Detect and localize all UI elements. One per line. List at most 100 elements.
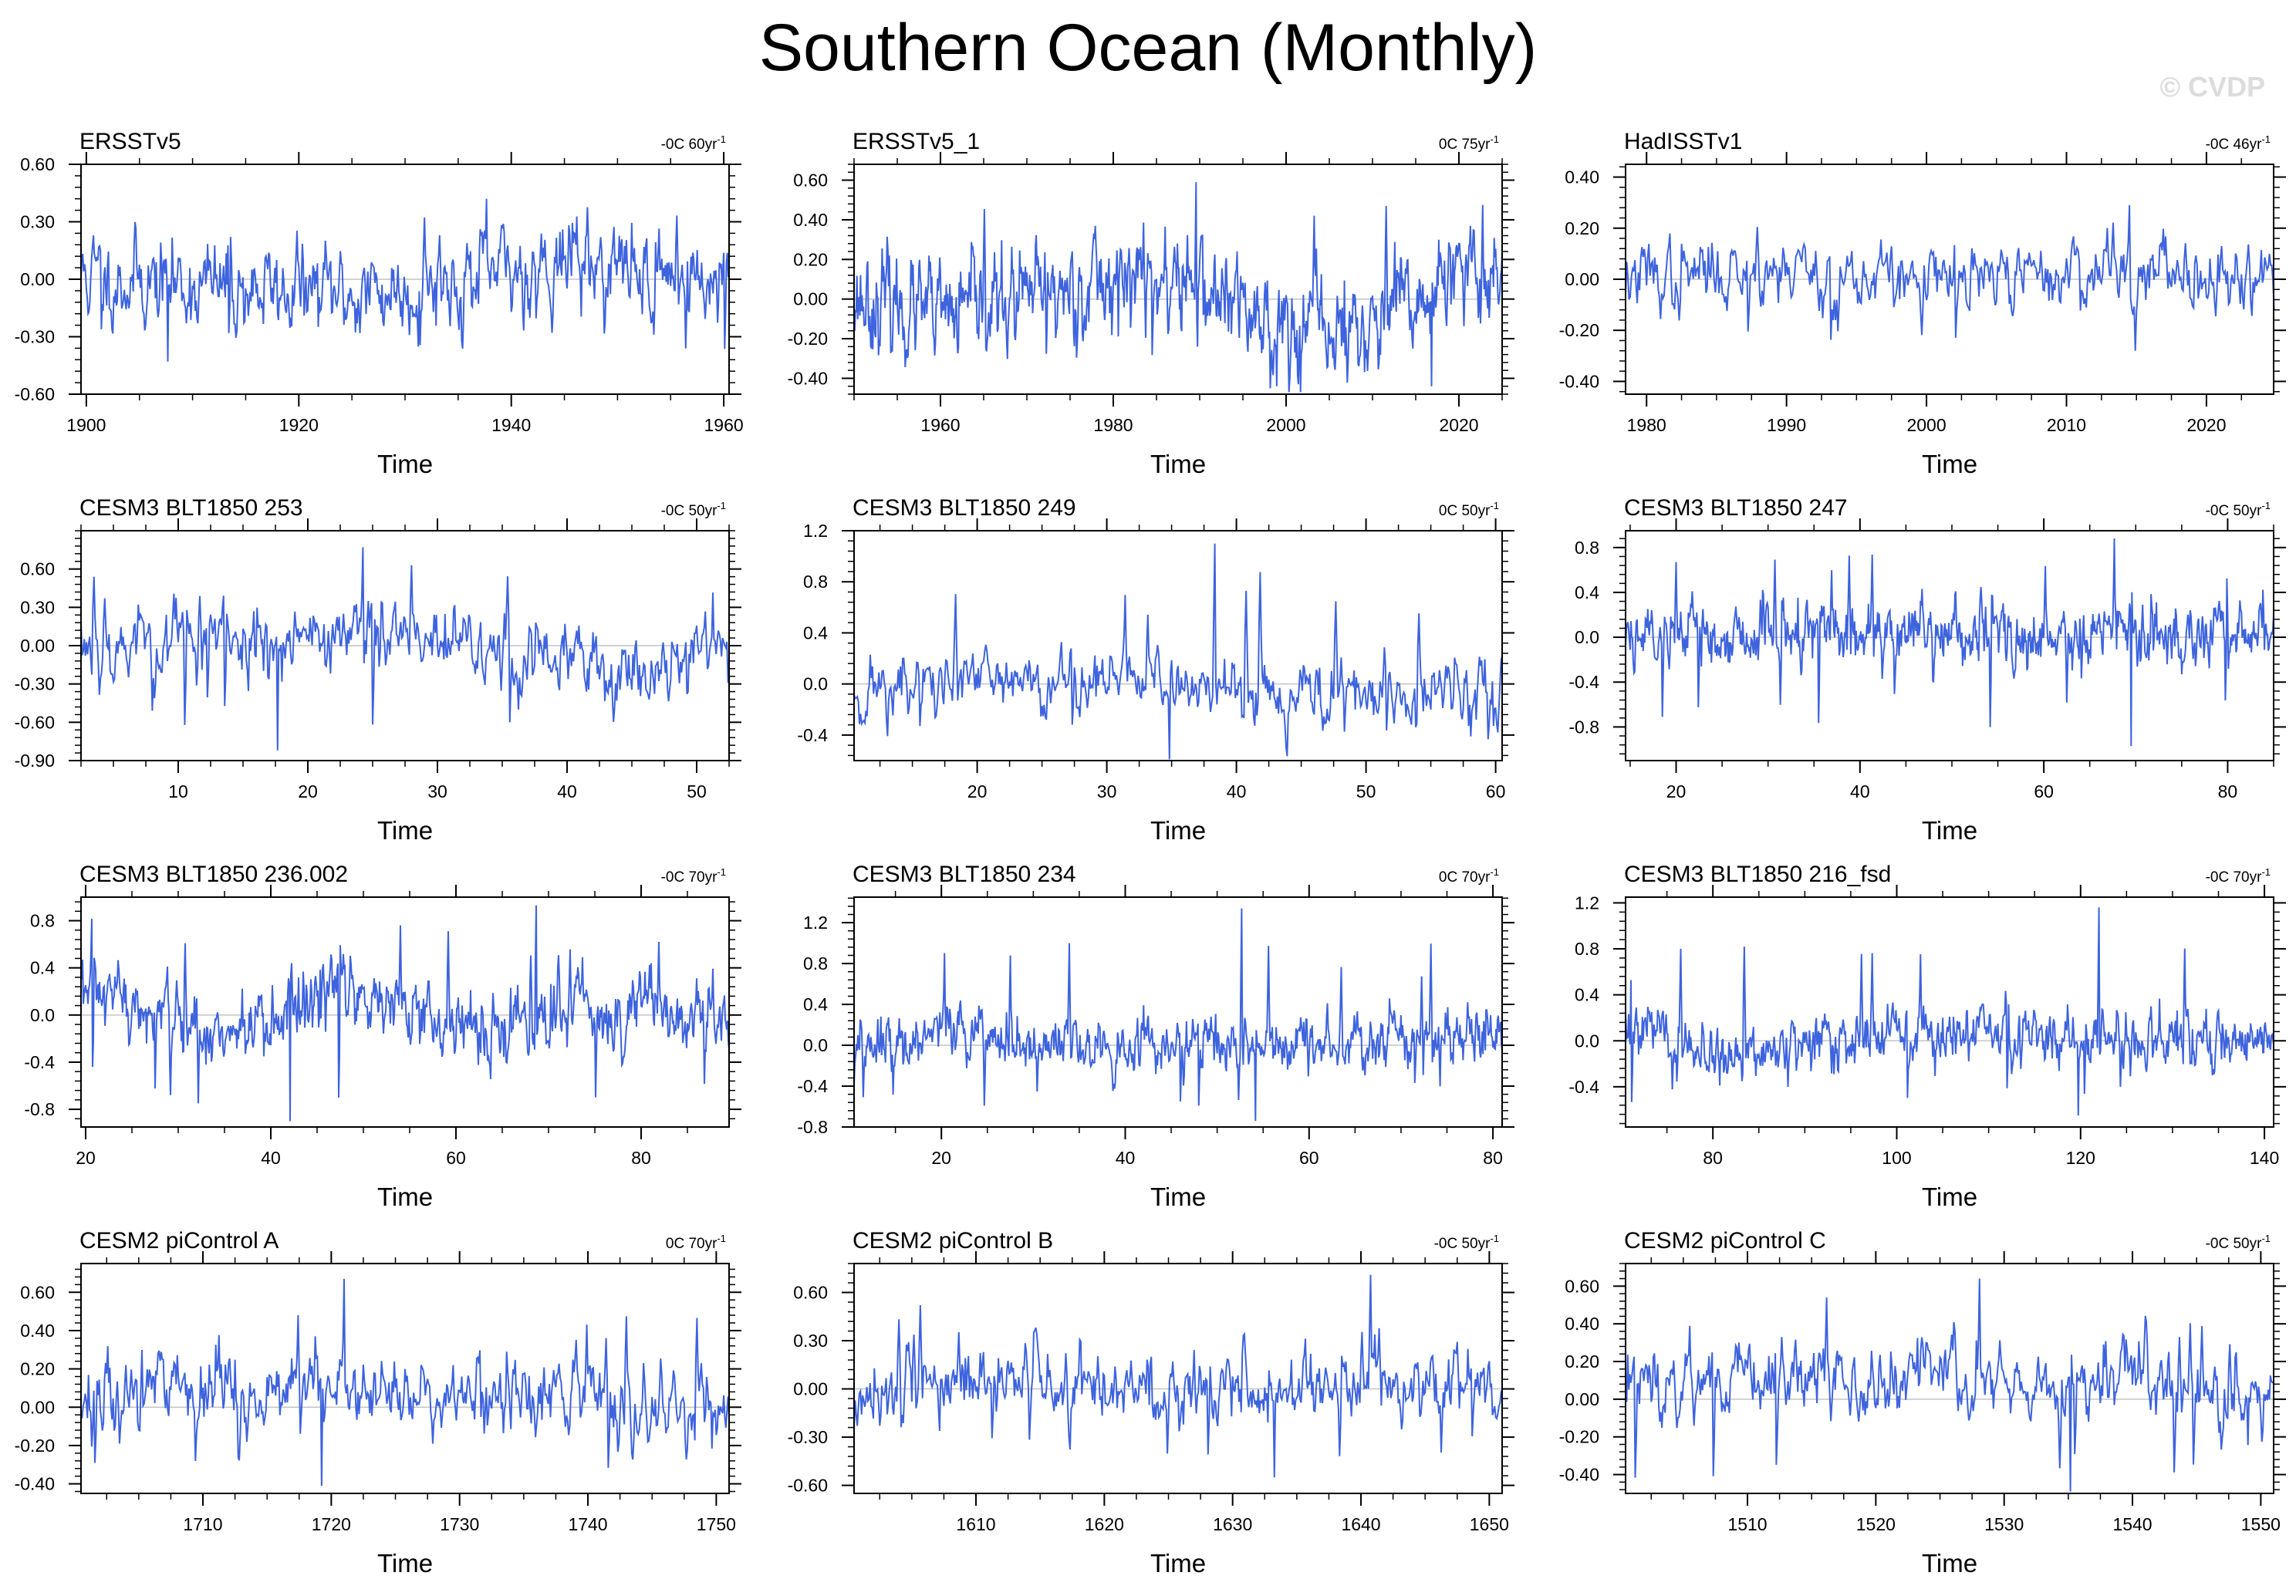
x-tick-label: 1520: [1856, 1514, 1896, 1534]
y-tick-label: 0.60: [793, 1283, 828, 1303]
y-tick-label: 0.40: [1565, 1314, 1599, 1334]
panel-title: ERSSTv5: [79, 129, 181, 154]
panel-trend-label: 0C 70yr-1: [1439, 866, 1499, 886]
x-tick-label: 60: [1486, 781, 1506, 801]
y-tick-label: 0.8: [30, 911, 55, 931]
y-tick-label: 0.4: [30, 958, 55, 978]
y-tick-label: -0.4: [797, 725, 828, 745]
y-tick-label: 0.30: [793, 1331, 828, 1351]
y-tick-label: 0.40: [20, 1321, 55, 1341]
y-tick-label: -0.60: [788, 1476, 828, 1496]
y-tick-label: 0.60: [20, 559, 55, 579]
x-tick-label: 80: [1703, 1148, 1723, 1168]
x-tick-label: 1650: [1470, 1514, 1509, 1534]
y-tick-label: -0.4: [1568, 672, 1599, 692]
series-line: [1625, 204, 2275, 351]
x-tick-label: 2020: [1439, 415, 1478, 435]
x-tick-label: 1940: [491, 415, 531, 435]
plot-frame: [853, 896, 1503, 1128]
y-tick-label: 0.00: [793, 1379, 828, 1399]
plot-frame: [853, 1263, 1503, 1494]
panel-title: CESM3 BLT1850 253: [79, 495, 303, 521]
x-tick-label: 1980: [1627, 415, 1666, 435]
x-tick-label: 60: [446, 1148, 466, 1168]
x-tick-label: 1720: [312, 1514, 351, 1534]
panel-title: CESM2 piControl B: [853, 1228, 1053, 1254]
series-line: [853, 1274, 1503, 1478]
panel-3: HadISSTv1 -0C 46yr-1 1980 1990 2000 2010 2020 -…: [1559, 129, 2286, 478]
x-tick-label: 1960: [920, 415, 960, 435]
y-tick-label: 0.60: [20, 154, 55, 174]
x-tick-label: 1610: [956, 1514, 995, 1534]
panel-title: CESM3 BLT1850 249: [853, 495, 1076, 521]
plot-frame: [80, 896, 730, 1128]
panel-title: CESM2 piControl A: [79, 1228, 279, 1254]
series-line: [1625, 1278, 2274, 1492]
x-axis-label: Time: [377, 450, 433, 478]
x-tick-label: 30: [1097, 781, 1117, 801]
series-line: [1625, 538, 2274, 747]
panel-8: CESM3 BLT1850 234 0C 70yr-1 20 40 60 80 -0.8 -0…: [797, 862, 1514, 1211]
x-tick-label: 1740: [568, 1514, 607, 1534]
plot-frame: [853, 164, 1503, 395]
x-axis-label: Time: [1150, 1183, 1206, 1211]
y-tick-label: -0.4: [24, 1052, 55, 1072]
y-tick-label: -0.4: [797, 1076, 828, 1096]
panel-trend-label: 0C 70yr-1: [666, 1233, 726, 1252]
panel-trend-label: -0C 60yr-1: [661, 133, 726, 153]
series-line: [853, 908, 1503, 1122]
y-tick-label: 0.40: [793, 210, 828, 230]
y-tick-label: 0.8: [803, 953, 828, 973]
panel-trend-label: -0C 70yr-1: [2206, 866, 2271, 886]
panel-trend-label: -0C 70yr-1: [661, 866, 726, 886]
y-tick-label: 0.00: [793, 289, 828, 309]
y-tick-label: 0.8: [1575, 538, 1599, 558]
y-tick-label: -0.30: [788, 1427, 828, 1447]
y-tick-label: 0.4: [1575, 582, 1599, 602]
x-tick-label: 100: [1882, 1148, 1911, 1168]
x-tick-label: 20: [1666, 781, 1687, 801]
x-tick-label: 20: [298, 781, 318, 801]
panel-title: CESM3 BLT1850 216_fsd: [1624, 862, 1891, 887]
series-line: [853, 543, 1503, 760]
panel-2: ERSSTv5_1 0C 75yr-1 1960 1980 2000 2020 -0.40 -…: [788, 129, 1514, 478]
x-tick-label: 1510: [1727, 1514, 1767, 1534]
panel-1: ERSSTv5 -0C 60yr-1 1900 1920 1940 1960 -0.60 -0…: [15, 129, 744, 478]
y-tick-label: 0.0: [803, 1035, 828, 1055]
plot-frame: [1625, 896, 2274, 1128]
y-tick-label: 1.2: [803, 521, 828, 541]
x-axis-label: Time: [1922, 1183, 1977, 1211]
x-tick-label: 1530: [1984, 1514, 2024, 1534]
panel-7: CESM3 BLT1850 236.002 -0C 70yr-1 20 40 60 80 -…: [24, 862, 741, 1211]
y-tick-label: 0.40: [1565, 167, 1599, 187]
panel-title: CESM2 piControl C: [1624, 1228, 1826, 1254]
y-tick-label: -0.90: [15, 751, 55, 771]
x-tick-label: 2010: [2047, 415, 2086, 435]
x-tick-label: 40: [261, 1148, 281, 1168]
y-tick-label: 0.0: [1575, 627, 1599, 647]
x-axis-label: Time: [1922, 1549, 1977, 1577]
y-tick-label: 0.30: [20, 212, 55, 232]
panel-title: ERSSTv5_1: [853, 129, 980, 154]
x-tick-label: 1750: [697, 1514, 736, 1534]
x-axis-label: Time: [1922, 816, 1977, 845]
panel-title: CESM3 BLT1850 234: [853, 862, 1076, 887]
x-tick-label: 50: [687, 781, 707, 801]
y-tick-label: -0.20: [1559, 1427, 1599, 1447]
panel-6: CESM3 BLT1850 247 -0C 50yr-1 20 40 60 80 -0.8 -…: [1568, 495, 2286, 845]
x-tick-label: 1620: [1085, 1514, 1124, 1534]
panel-trend-label: -0C 50yr-1: [2206, 500, 2271, 519]
y-tick-label: -0.40: [788, 368, 828, 388]
y-tick-label: -0.20: [788, 329, 828, 349]
x-tick-label: 1550: [2241, 1514, 2281, 1534]
y-tick-label: 0.0: [30, 1005, 55, 1025]
panel-9: CESM3 BLT1850 216_fsd -0C 70yr-1 80 100 120 1…: [1568, 862, 2286, 1211]
x-tick-label: 80: [1483, 1148, 1503, 1168]
x-tick-label: 2000: [1906, 415, 1946, 435]
panel-trend-label: 0C 50yr-1: [1439, 500, 1499, 519]
panel-11: CESM2 piControl B -0C 50yr-1 1610 1620 1630 1…: [788, 1228, 1514, 1577]
x-tick-label: 1980: [1093, 415, 1133, 435]
y-tick-label: 0.0: [1575, 1031, 1599, 1051]
x-tick-label: 40: [557, 781, 577, 801]
x-tick-label: 40: [1850, 781, 1870, 801]
